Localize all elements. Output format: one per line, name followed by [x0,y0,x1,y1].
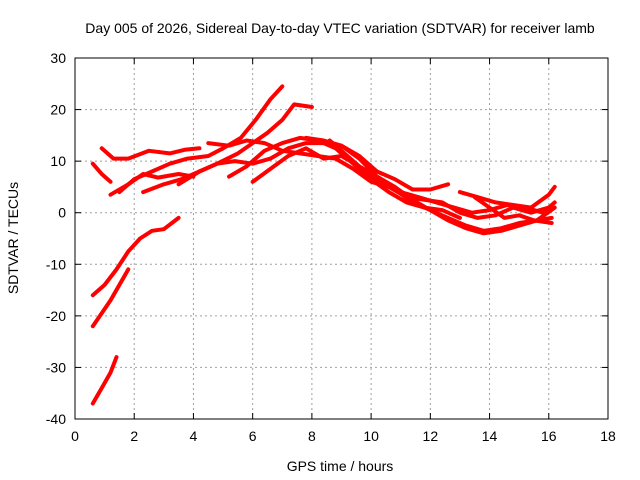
x-tick-label: 4 [190,428,198,444]
y-tick-label: -30 [46,359,66,375]
x-tick-label: 8 [308,428,316,444]
series-line-trace-7 [117,84,285,195]
x-tick-label: 10 [363,428,379,444]
x-tick-label: 12 [423,428,439,444]
series-line-trace-10 [176,141,451,192]
series-line-trace-16 [472,195,554,225]
y-tick-label: -20 [46,308,66,324]
series-group [90,84,557,406]
x-tick-label: 16 [541,428,557,444]
y-tick-label: -40 [46,411,66,427]
series-line-trace-8 [141,102,314,195]
y-tick-label: 20 [50,102,66,118]
x-tick-label: 2 [130,428,138,444]
y-tick-label: -10 [46,256,66,272]
x-axis-label: GPS time / hours [287,458,394,474]
x-tick-label: 18 [600,428,616,444]
series-line-trace-4 [90,161,113,184]
series-line-trace-3 [90,215,181,298]
y-tick-label: 10 [50,153,66,169]
series-line-trace-2 [90,267,131,329]
series-line-trace-13 [304,135,557,236]
axis-ticks: 0 2 4 6 8 10 12 14 16 18 -40 -30 -20 -10 0 10 20 30 [46,50,616,444]
y-tick-label: 0 [58,205,66,221]
series-line-trace-5 [99,146,202,161]
plot-frame [74,57,609,420]
y-tick-label: 30 [50,50,66,66]
grid [75,58,608,419]
y-axis-label: SDTVAR / TECUs [5,182,21,294]
chart-title: Day 005 of 2026, Sidereal Day-to-day VTE… [85,20,595,36]
x-tick-label: 6 [249,428,257,444]
x-tick-label: 0 [71,428,79,444]
x-tick-label: 14 [482,428,498,444]
series-line-trace-1 [90,355,119,406]
